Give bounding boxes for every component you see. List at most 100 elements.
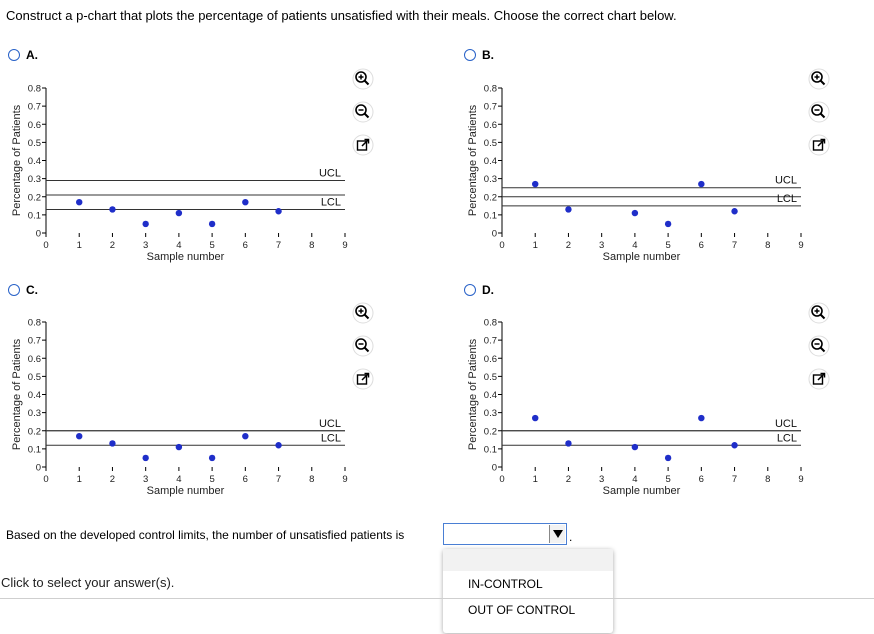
expand-icon[interactable]: [352, 368, 374, 390]
y-tick-label: 0: [492, 463, 497, 474]
y-tick-label: 0.3: [484, 408, 497, 419]
y-axis-label: Percentage of Patients: [11, 338, 23, 450]
y-tick-label: 0.2: [484, 426, 497, 437]
x-tick-label: 8: [765, 474, 770, 485]
x-tick-label: 0: [43, 240, 48, 251]
x-tick-label: 9: [342, 474, 347, 485]
x-tick-label: 5: [209, 474, 214, 485]
zoom-in-icon[interactable]: [808, 68, 830, 90]
chart-b: 0 0.1 0.2 0.3 0.4 0.5 0.6 0.7 0.8 0 1 2 3 4 5 6 7 8 9 Sampl…: [466, 78, 806, 268]
x-tick-label: 9: [798, 240, 803, 251]
data-point: [109, 206, 116, 213]
chart-d: 0 0.1 0.2 0.3 0.4 0.5 0.6 0.7 0.8 0 1 2 3 4 5 6 7 8 9 Sampl…: [466, 312, 806, 502]
hint-text: Click to select your answer(s).: [1, 575, 175, 590]
y-tick-label: 0.6: [484, 354, 497, 365]
radio-d[interactable]: [464, 284, 476, 296]
y-tick-label: 0.3: [484, 174, 497, 185]
data-point: [631, 209, 639, 217]
radio-c[interactable]: [8, 284, 20, 296]
y-tick-label: 0.7: [484, 336, 497, 347]
x-tick-label: 7: [276, 240, 281, 251]
option-a[interactable]: A.: [8, 48, 38, 62]
zoom-in-icon[interactable]: [808, 302, 830, 324]
x-tick-label: 1: [77, 240, 82, 251]
lcl-label: LCL: [321, 432, 341, 444]
x-tick-label: 7: [276, 474, 281, 485]
dropdown-option-out-of-control[interactable]: OUT OF CONTROL: [468, 603, 576, 617]
radio-a[interactable]: [8, 49, 20, 61]
question-text: Construct a p-chart that plots the perce…: [6, 8, 677, 23]
option-a-letter: A.: [26, 48, 38, 62]
y-tick-label: 0.6: [28, 354, 41, 365]
data-point: [565, 206, 572, 213]
x-tick-label: 3: [143, 474, 148, 485]
x-axis-label: Sample number: [603, 485, 681, 497]
x-tick-label: 2: [566, 474, 571, 485]
x-tick-label: 1: [533, 240, 538, 251]
x-tick-label: 4: [176, 240, 181, 251]
y-tick-label: 0.3: [28, 408, 41, 419]
data-point: [109, 440, 116, 447]
x-tick-label: 5: [665, 240, 670, 251]
y-tick-label: 0.7: [484, 102, 497, 113]
zoom-out-icon[interactable]: [808, 335, 830, 357]
y-tick-label: 0: [492, 229, 497, 240]
y-tick-label: 0.1: [28, 444, 41, 455]
dropdown-arrow-icon[interactable]: [549, 525, 565, 543]
chart-svg: 0 0.1 0.2 0.3 0.4 0.5 0.6 0.7 0.8 0 1 2 3 4 5 6 7 8 9 Sampl…: [467, 318, 804, 498]
radio-b[interactable]: [464, 49, 476, 61]
option-d-letter: D.: [482, 283, 494, 297]
y-tick-label: 0.8: [484, 318, 497, 329]
x-axis-label: Sample number: [603, 251, 681, 263]
dropdown-option-in-control[interactable]: IN-CONTROL: [468, 577, 543, 591]
y-tick-label: 0.5: [484, 138, 497, 149]
chart-c: 0 0.1 0.2 0.3 0.4 0.5 0.6 0.7 0.8 0 1 2 3 4 5 6 7 8 9 Sampl…: [10, 312, 350, 502]
expand-icon[interactable]: [808, 134, 830, 156]
y-tick-label: 0.1: [28, 210, 41, 221]
x-tick-label: 3: [143, 240, 148, 251]
x-tick-label: 8: [309, 240, 314, 251]
x-tick-label: 1: [77, 474, 82, 485]
y-axis-label: Percentage of Patients: [467, 104, 479, 216]
data-point: [76, 198, 83, 206]
x-tick-label: 6: [699, 240, 704, 251]
x-tick-label: 6: [699, 474, 704, 485]
chart-a: 0 0.1 0.2 0.3 0.4 0.5 0.6 0.7 0.8 0 1 2 3 4 5 6 7 8 9 Sampl…: [10, 78, 350, 268]
zoom-out-icon[interactable]: [352, 335, 374, 357]
data-point: [242, 198, 249, 206]
x-tick-label: 9: [342, 240, 347, 251]
zoom-in-icon[interactable]: [352, 302, 374, 324]
option-b[interactable]: B.: [464, 48, 494, 62]
y-tick-label: 0.7: [28, 102, 41, 113]
x-axis-label: Sample number: [147, 251, 225, 263]
dropdown-menu: IN-CONTROL OUT OF CONTROL: [443, 549, 613, 633]
zoom-in-icon[interactable]: [352, 68, 374, 90]
dropdown-blank-option[interactable]: [443, 549, 613, 571]
data-point: [698, 414, 705, 422]
y-tick-label: 0.4: [484, 390, 497, 401]
x-tick-label: 2: [110, 474, 115, 485]
data-point: [142, 220, 149, 228]
zoom-out-icon[interactable]: [808, 101, 830, 123]
y-tick-label: 0.6: [484, 120, 497, 131]
option-b-letter: B.: [482, 48, 494, 62]
expand-icon[interactable]: [808, 368, 830, 390]
option-c[interactable]: C.: [8, 283, 38, 297]
y-tick-label: 0.4: [484, 156, 497, 167]
data-point: [208, 220, 216, 228]
y-tick-label: 0.8: [484, 84, 497, 95]
zoom-out-icon[interactable]: [352, 101, 374, 123]
expand-icon[interactable]: [352, 134, 374, 156]
data-point: [175, 209, 183, 217]
x-tick-label: 6: [243, 474, 248, 485]
x-tick-label: 7: [732, 474, 737, 485]
y-tick-label: 0.1: [484, 444, 497, 455]
data-point: [175, 443, 183, 451]
y-tick-label: 0.3: [28, 174, 41, 185]
y-tick-label: 0.5: [28, 372, 41, 383]
option-d[interactable]: D.: [464, 283, 494, 297]
x-tick-label: 7: [732, 240, 737, 251]
answer-select[interactable]: [443, 523, 567, 545]
y-tick-label: 0.1: [484, 210, 497, 221]
y-tick-label: 0.4: [28, 390, 41, 401]
